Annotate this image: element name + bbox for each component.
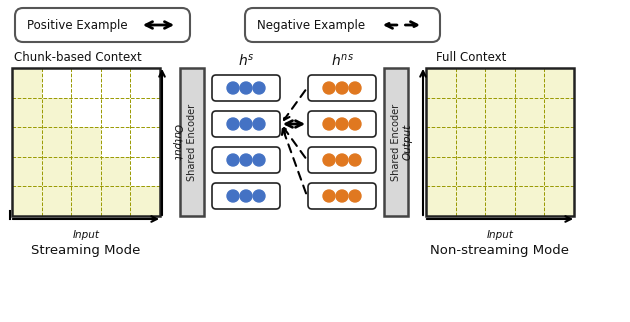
FancyBboxPatch shape: [212, 183, 280, 209]
Circle shape: [336, 190, 348, 202]
Bar: [384, 68, 408, 216]
Circle shape: [323, 154, 335, 166]
Text: Negative Example: Negative Example: [257, 18, 365, 32]
Circle shape: [323, 82, 335, 94]
Bar: [101, 186, 130, 216]
Circle shape: [349, 154, 361, 166]
Circle shape: [349, 118, 361, 130]
Text: Input: Input: [486, 230, 513, 240]
Text: Full Context: Full Context: [436, 51, 507, 64]
Circle shape: [240, 190, 252, 202]
Bar: [12, 98, 42, 127]
Bar: [71, 127, 101, 157]
Circle shape: [227, 82, 239, 94]
Text: $h^{ns}$: $h^{ns}$: [331, 53, 353, 69]
FancyBboxPatch shape: [212, 111, 280, 137]
Bar: [42, 157, 71, 186]
Text: Non-streaming Mode: Non-streaming Mode: [430, 244, 570, 257]
Bar: [42, 186, 71, 216]
Text: Chunk-based Context: Chunk-based Context: [14, 51, 142, 64]
Bar: [42, 98, 71, 127]
FancyBboxPatch shape: [15, 8, 190, 42]
Bar: [101, 157, 130, 186]
Circle shape: [253, 190, 265, 202]
Circle shape: [227, 118, 239, 130]
Text: Shared Encoder: Shared Encoder: [187, 103, 197, 181]
Bar: [426, 68, 574, 216]
FancyBboxPatch shape: [308, 75, 376, 101]
Circle shape: [253, 82, 265, 94]
Circle shape: [323, 190, 335, 202]
FancyBboxPatch shape: [308, 147, 376, 173]
Bar: [12, 186, 42, 216]
Circle shape: [227, 190, 239, 202]
FancyBboxPatch shape: [212, 75, 280, 101]
Bar: [12, 68, 160, 216]
Circle shape: [253, 154, 265, 166]
Circle shape: [336, 82, 348, 94]
Circle shape: [323, 118, 335, 130]
Bar: [12, 68, 160, 216]
Text: Positive Example: Positive Example: [27, 18, 128, 32]
Circle shape: [253, 118, 265, 130]
Circle shape: [227, 154, 239, 166]
Circle shape: [336, 118, 348, 130]
Circle shape: [336, 154, 348, 166]
Circle shape: [240, 154, 252, 166]
Bar: [426, 68, 574, 216]
Text: Input: Input: [72, 230, 100, 240]
Circle shape: [240, 118, 252, 130]
Circle shape: [240, 82, 252, 94]
Text: Streaming Mode: Streaming Mode: [32, 244, 140, 257]
Bar: [130, 186, 160, 216]
FancyBboxPatch shape: [308, 111, 376, 137]
Bar: [180, 68, 204, 216]
Circle shape: [349, 82, 361, 94]
FancyBboxPatch shape: [245, 8, 440, 42]
FancyBboxPatch shape: [212, 147, 280, 173]
Bar: [12, 68, 42, 98]
Text: Shared Encoder: Shared Encoder: [391, 103, 401, 181]
FancyBboxPatch shape: [308, 183, 376, 209]
Text: $h^s$: $h^s$: [238, 53, 255, 69]
Circle shape: [349, 190, 361, 202]
Bar: [12, 157, 42, 186]
Bar: [71, 186, 101, 216]
Bar: [42, 127, 71, 157]
Bar: [71, 157, 101, 186]
Bar: [12, 127, 42, 157]
Text: Output: Output: [172, 124, 182, 160]
Text: Output: Output: [403, 124, 413, 160]
